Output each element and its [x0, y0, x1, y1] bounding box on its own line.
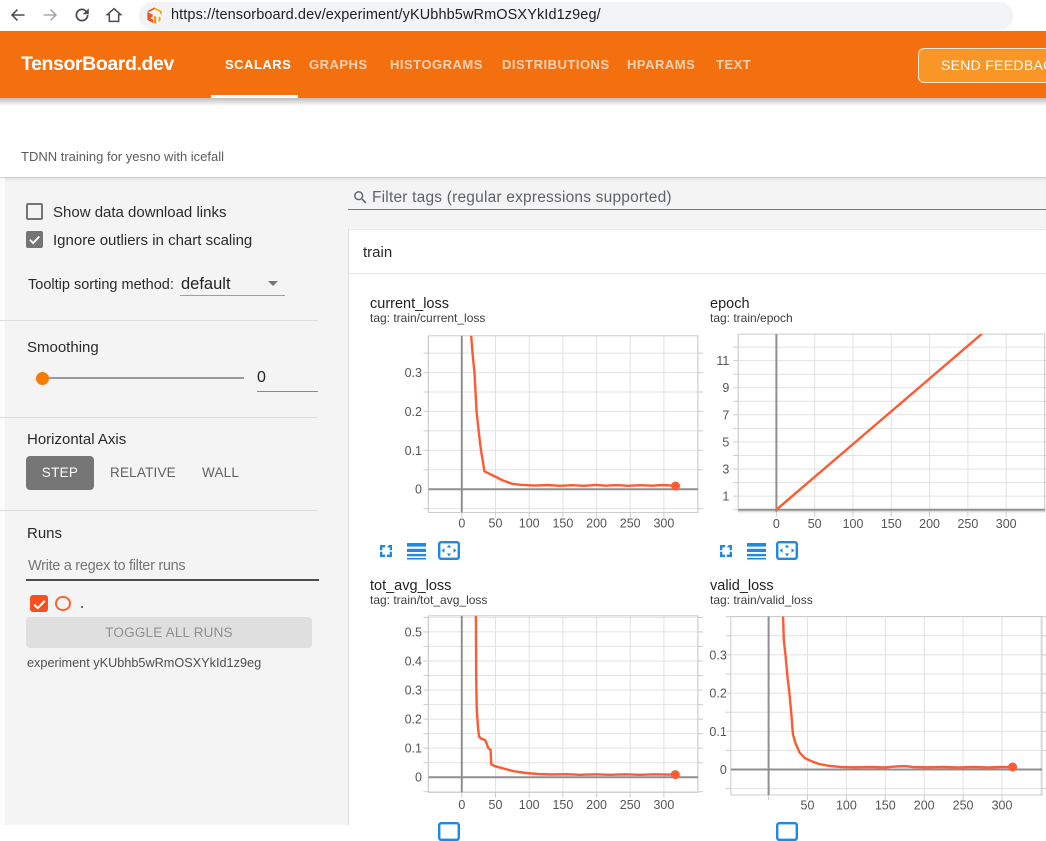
- svg-text:250: 250: [957, 517, 978, 530]
- svg-text:50: 50: [489, 517, 503, 531]
- svg-text:0.1: 0.1: [405, 742, 422, 756]
- svg-text:0.1: 0.1: [709, 725, 726, 739]
- svg-text:200: 200: [586, 798, 607, 812]
- svg-text:100: 100: [519, 517, 540, 531]
- svg-text:300: 300: [653, 798, 674, 812]
- svg-text:50: 50: [489, 798, 503, 812]
- svg-text:300: 300: [653, 517, 674, 531]
- svg-text:5: 5: [722, 435, 729, 449]
- svg-text:250: 250: [953, 799, 974, 813]
- svg-text:9: 9: [722, 381, 729, 395]
- svg-text:0: 0: [458, 517, 465, 531]
- svg-text:0: 0: [720, 763, 727, 777]
- svg-text:300: 300: [996, 517, 1017, 530]
- svg-text:150: 150: [881, 517, 902, 530]
- svg-text:150: 150: [552, 798, 573, 812]
- svg-text:50: 50: [801, 799, 815, 813]
- svg-text:200: 200: [914, 799, 935, 813]
- svg-text:0.3: 0.3: [405, 684, 422, 698]
- svg-text:100: 100: [843, 517, 864, 530]
- svg-text:200: 200: [586, 517, 607, 531]
- svg-text:50: 50: [808, 517, 822, 530]
- svg-text:0.5: 0.5: [405, 625, 422, 639]
- svg-text:0: 0: [415, 771, 422, 785]
- svg-text:150: 150: [875, 799, 896, 813]
- svg-text:100: 100: [836, 799, 857, 813]
- svg-text:0: 0: [458, 798, 465, 812]
- svg-text:0.4: 0.4: [405, 655, 422, 669]
- svg-text:250: 250: [620, 798, 641, 812]
- svg-text:150: 150: [552, 517, 573, 531]
- svg-text:3: 3: [722, 463, 729, 477]
- svg-text:7: 7: [722, 408, 729, 422]
- svg-text:0: 0: [773, 517, 780, 530]
- svg-text:0.3: 0.3: [709, 648, 726, 662]
- svg-text:0.1: 0.1: [405, 444, 422, 458]
- svg-text:0.2: 0.2: [709, 687, 726, 701]
- svg-text:0: 0: [415, 483, 422, 497]
- svg-text:0.3: 0.3: [405, 366, 422, 380]
- svg-text:11: 11: [716, 354, 729, 368]
- svg-text:0.2: 0.2: [405, 405, 422, 419]
- svg-text:200: 200: [919, 517, 940, 530]
- svg-text:300: 300: [992, 799, 1013, 813]
- svg-text:1: 1: [722, 490, 729, 504]
- svg-text:250: 250: [620, 517, 641, 531]
- svg-text:100: 100: [519, 798, 540, 812]
- svg-text:0.2: 0.2: [405, 713, 422, 727]
